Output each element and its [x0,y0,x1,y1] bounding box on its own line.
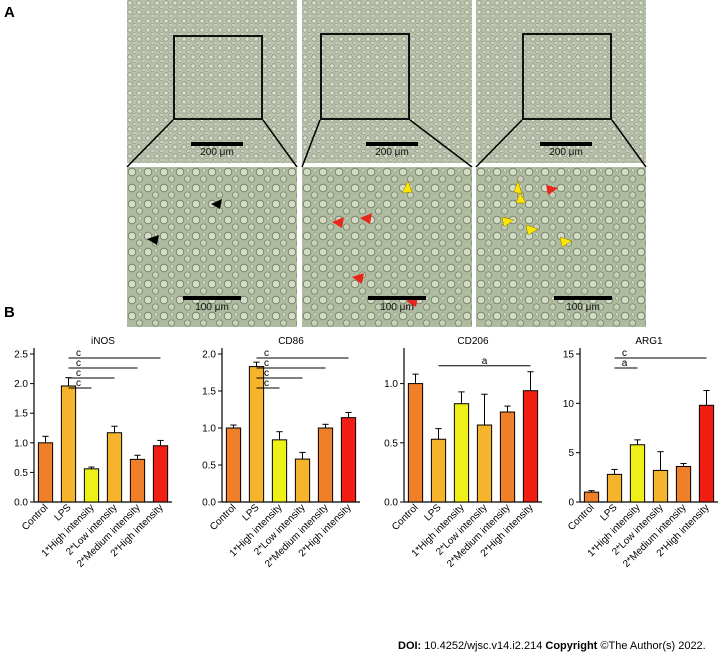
scale-bar-label: 200 μm [200,147,234,158]
y-tick-label: 0.0 [14,498,28,509]
micrograph-control-high-mag: 100 μm [127,167,297,327]
significance-label: a [622,358,628,369]
micrograph-arrows [302,167,472,327]
doi-value[interactable]: 10.4252/wjsc.v14.i2.214 [424,640,543,652]
micrograph-lps-high-mag: 100 μm [302,167,472,327]
bar [453,403,470,503]
zoom-region-box [173,35,263,120]
y-tick-label: 0.0 [202,498,216,509]
significance-label: c [264,348,269,359]
bar [522,390,539,503]
zoom-region-box [522,33,612,120]
significance-label: c [264,358,269,369]
y-tick-label: 2.0 [14,379,28,390]
zoom-region-box [320,33,410,120]
bar [407,383,424,503]
scale-bar-label: 100 μm [566,302,600,313]
chart-title: ARG1 [635,336,663,347]
bar [606,473,623,503]
doi-footer: DOI: 10.4252/wjsc.v14.i2.214 Copyright ©… [398,640,706,652]
zoom-connector-lines [126,119,647,168]
scale-bar [366,142,418,146]
y-tick-label: 2.5 [14,350,28,361]
scale-bar-label: 100 μm [380,302,414,313]
y-tick-label: 0.5 [202,461,216,472]
scale-bar-label: 100 μm [195,302,229,313]
y-tick-label: 0.5 [14,468,28,479]
significance-label: c [76,368,81,379]
bar [583,491,600,503]
y-tick-label: 2.0 [202,350,216,361]
bar [152,445,169,503]
scale-bar [540,142,592,146]
bar [37,442,54,503]
y-tick-label: 1.0 [384,379,398,390]
significance-label: c [76,348,81,359]
copyright-value: ©The Author(s) 2022. [600,640,706,652]
y-tick-label: 0.5 [384,438,398,449]
y-tick-label: 1.5 [202,387,216,398]
chart-arg1: ARG1 0 5 10 15 Control LPS 1*High intensity 2*Lo… [546,332,728,632]
bar [698,404,715,503]
bar [675,465,692,503]
scale-bar [191,142,243,146]
bar [340,417,357,503]
bar [430,438,447,503]
significance-label: c [264,378,269,389]
bar [83,468,100,503]
micrograph-control-low-mag: 200 μm [127,0,297,163]
chart-title: CD86 [278,336,304,347]
significance-label: c [622,348,627,359]
bar [129,458,146,503]
bar [60,385,77,503]
significance-label: a [482,356,488,367]
bar [476,424,493,503]
chart-inos: iNOS 0.0 0.5 1.0 1.5 2.0 2.5 Control LPS 1*High i… [0,332,186,632]
bar [106,432,123,503]
y-tick-label: 1.0 [14,438,28,449]
significance-label: c [76,358,81,369]
bar [499,411,516,503]
chart-cd206: CD206 0.0 0.5 1.0 Control LPS 1*High intensity… [370,332,556,632]
y-tick-label: 15 [563,350,575,361]
bar [225,427,242,503]
scale-bar [183,296,241,300]
bar [317,427,334,503]
scale-bar [368,296,426,300]
bar [629,444,646,503]
y-tick-label: 0 [568,498,574,509]
bar [294,458,311,503]
y-tick-label: 0.0 [384,498,398,509]
y-tick-label: 10 [563,399,575,410]
y-tick-label: 5 [568,448,574,459]
y-tick-label: 1.5 [14,409,28,420]
y-tick-label: 1.0 [202,424,216,435]
bar [271,439,288,503]
significance-label: c [264,368,269,379]
micrograph-ultrasound-high-mag: 100 μm [476,167,646,327]
doi-label: DOI: [398,640,422,652]
scale-bar [554,296,612,300]
significance-label: c [76,378,81,389]
copyright-label: Copyright [545,640,598,652]
micrograph-ultrasound-low-mag: 200 μm [476,0,646,163]
micrograph-arrows [127,167,297,327]
bar [248,366,265,503]
panel-a-label: A [4,4,15,21]
scale-bar-label: 200 μm [375,147,409,158]
panel-b-label: B [4,304,15,321]
chart-cd86: CD86 0.0 0.5 1.0 1.5 2.0 Control LPS 1*High inte… [188,332,374,632]
chart-title: iNOS [91,336,115,347]
micrograph-lps-low-mag: 200 μm [302,0,472,163]
micrograph-arrows [476,167,646,327]
scale-bar-label: 200 μm [549,147,583,158]
bar [652,469,669,503]
chart-title: CD206 [457,336,489,347]
